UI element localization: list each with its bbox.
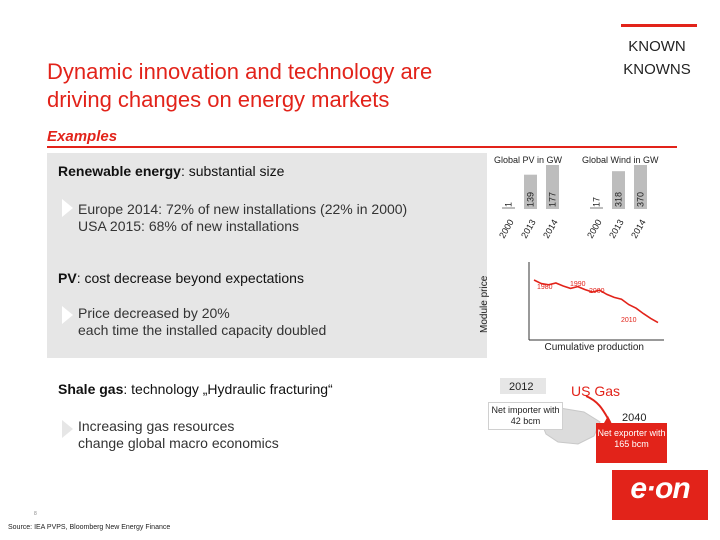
bar-charts: 1 2000 139 2013 177 2014 17 2000 318 2013 370 2014 [497,165,648,240]
pv-bar-2013 [524,174,537,209]
source-note: Source: IEA PVPS, Bloomberg New Energy F… [8,524,171,531]
trend-arrow-head [604,416,612,424]
shale-line-2: change global macro economics [78,435,279,451]
wind-category-label-2014: 2014 [629,218,648,240]
renewable-pv-panel [47,153,487,358]
pv-bar-group: 1 2000 139 2013 177 2014 [497,165,560,240]
pv-bullet-arrow [62,306,73,324]
eon-logo [612,470,708,520]
annotation-1990: 1990 [570,281,586,288]
wind-value-label-2013: 318 [614,192,624,207]
shale-line-1: Increasing gas resources [78,418,235,434]
pv-bar-2014 [546,165,559,209]
shale-heading-bold: Shale gas [58,381,124,397]
wind-bar-2013 [612,171,625,209]
renewable-heading-bold: Renewable energy [58,163,181,179]
pv-heading-rest: : cost decrease beyond expectations [76,270,304,286]
pv-heading: PV: cost decrease beyond expectations [58,270,304,286]
pv-line-2: each time the installed capacity doubled [78,322,327,338]
pv-category-label-2013: 2013 [519,218,538,240]
pv-value-label-2013: 139 [526,192,536,207]
shale-details: Increasing gas resources change global m… [78,418,279,452]
importer-bubble: Net importer with 42 bcm [488,402,563,430]
wind-chart-title: Global Wind in GW [582,155,659,165]
known-knowns-rule [621,24,697,27]
page-title-line-1: Dynamic innovation and technology are [47,59,433,84]
pv-chart-title: Global PV in GW [494,155,563,165]
renewable-heading-rest: : substantial size [180,163,285,179]
annotation-2000: 2000 [589,288,605,295]
learning-curve-line [533,279,659,324]
section-label: Examples [47,128,118,145]
wind-bar-2000 [590,206,603,209]
known-line-1: KNOWN [628,38,686,55]
shale-heading-rest: : technology „Hydraulic fracturing“ [123,381,333,397]
renewable-line-1: Europe 2014: 72% of new installations (2… [78,201,408,217]
renewable-line-2: USA 2015: 68% of new installations [78,218,300,234]
pv-category-label-2014: 2014 [541,218,560,240]
pv-heading-bold: PV [58,270,77,286]
shale-bullet-arrow [62,420,73,438]
wind-category-label-2013: 2013 [607,218,626,240]
annotation-2010: 2010 [621,317,637,324]
wind-value-label-2000: 17 [592,197,602,207]
pv-bar-2000 [502,207,515,209]
learning-curve-chart: 1980 1990 2000 2010 [528,262,664,341]
page-number: 8 [34,511,37,517]
pv-details: Price decreased by 20% each time the ins… [78,305,326,339]
exporter-bubble: Net exporter with 165 bcm [596,423,667,463]
learning-curve-ylabel: Module price [479,275,490,333]
eon-logo-text: e·on [630,472,690,505]
section-divider [47,146,677,148]
pv-value-label-2014: 177 [548,192,558,207]
known-knowns-label: KNOWN KNOWNS [612,35,702,81]
shale-heading: Shale gas: technology „Hydraulic fractur… [58,381,333,397]
renewable-bullet-arrow [62,199,73,217]
wind-value-label-2014: 370 [636,192,646,207]
wind-bar-group: 17 2000 318 2013 370 2014 [585,165,648,240]
renewable-details: Europe 2014: 72% of new installations (2… [78,201,407,235]
learning-curve-xlabel: Cumulative production [544,342,645,353]
wind-bar-2014 [634,165,647,209]
wind-category-label-2000: 2000 [585,218,604,240]
renewable-heading: Renewable energy: substantial size [58,163,284,179]
pv-value-label-2000: 1 [504,202,514,207]
pv-line-1: Price decreased by 20% [78,305,230,321]
pv-category-label-2000: 2000 [497,218,516,240]
year-2040: 2040 [622,412,647,424]
year-2012: 2012 [509,381,534,393]
page-title: Dynamic innovation and technology are dr… [47,58,527,114]
year-2012-box [500,378,546,394]
page-title-line-2: driving changes on energy markets [47,87,390,112]
us-gas-title: US Gas [571,383,621,399]
annotation-1980: 1980 [537,284,553,291]
known-line-2: KNOWNS [623,61,691,78]
